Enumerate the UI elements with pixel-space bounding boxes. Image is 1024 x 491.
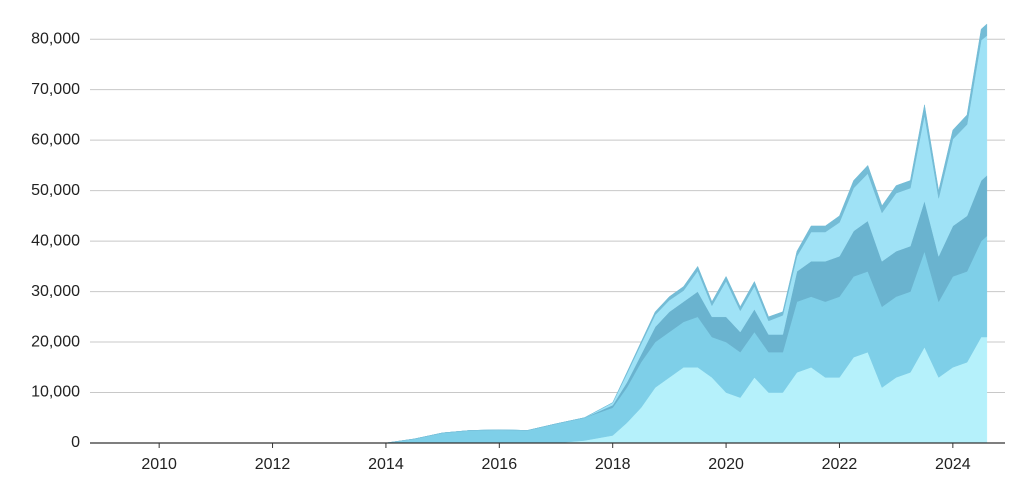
y-tick-label: 80,000 (31, 30, 80, 47)
y-tick-label: 60,000 (31, 131, 80, 148)
y-tick-label: 50,000 (31, 182, 80, 199)
x-tick-label: 2018 (595, 456, 631, 473)
y-tick-label: 40,000 (31, 232, 80, 249)
y-tick-label: 0 (71, 434, 80, 451)
y-tick-label: 70,000 (31, 81, 80, 98)
x-tick-label: 2016 (482, 456, 518, 473)
y-tick-label: 10,000 (31, 384, 80, 401)
x-tick-label: 2022 (822, 456, 858, 473)
x-tick-label: 2012 (255, 456, 291, 473)
x-tick-label: 2020 (708, 456, 744, 473)
y-tick-label: 30,000 (31, 283, 80, 300)
y-tick-label: 20,000 (31, 333, 80, 350)
x-tick-label: 2010 (141, 456, 177, 473)
area (385, 23, 988, 444)
x-tick-label: 2014 (368, 456, 404, 473)
x-tick-label: 2024 (935, 456, 971, 473)
